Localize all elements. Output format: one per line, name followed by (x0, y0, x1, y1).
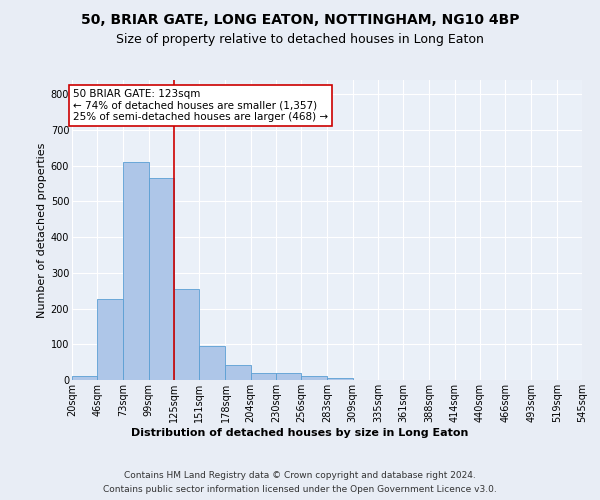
Text: Contains HM Land Registry data © Crown copyright and database right 2024.: Contains HM Land Registry data © Crown c… (124, 472, 476, 480)
Bar (301, 376, 328, 380)
Bar (276, 373, 301, 380)
Text: Distribution of detached houses by size in Long Eaton: Distribution of detached houses by size … (131, 428, 469, 438)
Y-axis label: Number of detached properties: Number of detached properties (37, 142, 47, 318)
Bar (199, 346, 226, 380)
Bar (97, 298, 124, 380)
Bar (251, 373, 276, 380)
Bar (124, 162, 149, 380)
Text: 50, BRIAR GATE, LONG EATON, NOTTINGHAM, NG10 4BP: 50, BRIAR GATE, LONG EATON, NOTTINGHAM, … (81, 12, 519, 26)
Bar (149, 178, 174, 380)
Bar (328, 378, 353, 380)
Bar (72, 376, 97, 380)
Bar (226, 364, 251, 380)
Text: 50 BRIAR GATE: 123sqm
← 74% of detached houses are smaller (1,357)
25% of semi-d: 50 BRIAR GATE: 123sqm ← 74% of detached … (73, 89, 328, 122)
Bar (174, 289, 199, 380)
Text: Size of property relative to detached houses in Long Eaton: Size of property relative to detached ho… (116, 32, 484, 46)
Text: Contains public sector information licensed under the Open Government Licence v3: Contains public sector information licen… (103, 484, 497, 494)
